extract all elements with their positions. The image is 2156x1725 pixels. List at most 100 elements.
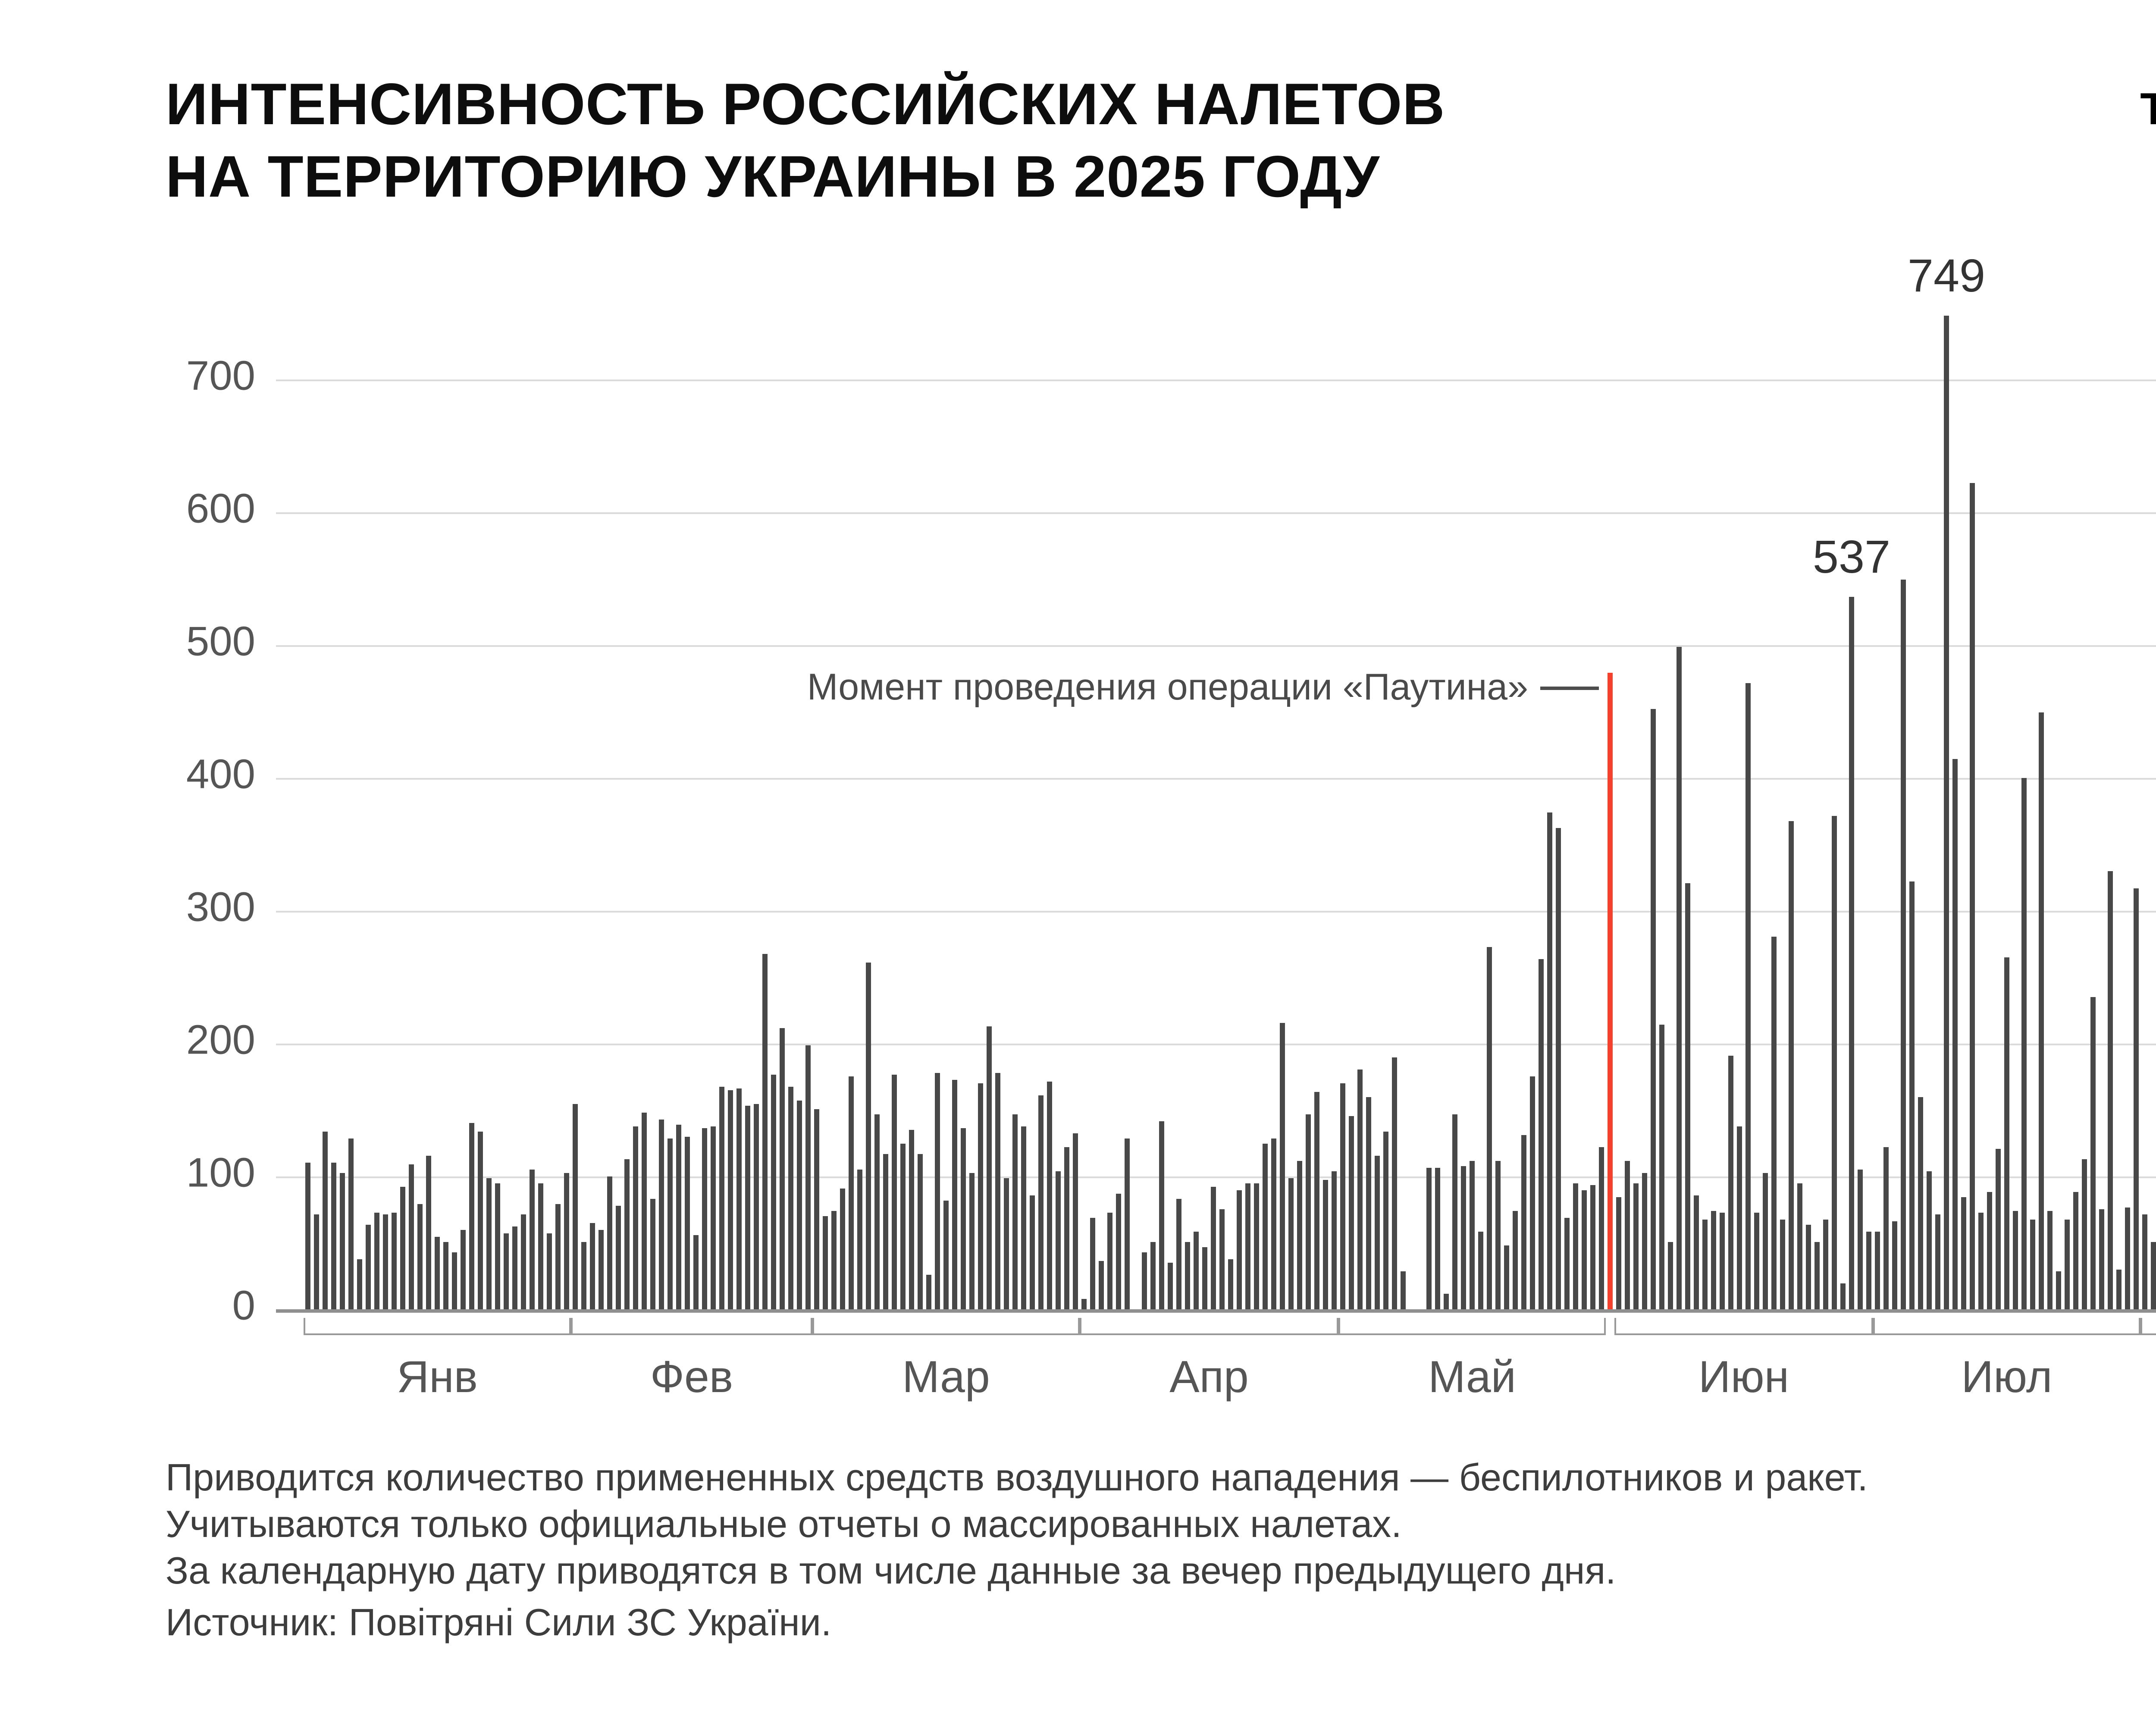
bar — [2073, 1192, 2079, 1309]
bar — [1883, 1147, 1889, 1309]
bar — [1012, 1115, 1018, 1309]
bar — [1469, 1161, 1475, 1309]
bar — [1279, 1023, 1285, 1309]
bar — [1633, 1184, 1639, 1309]
bar — [1857, 1170, 1863, 1309]
bar — [1952, 758, 1958, 1309]
bar — [486, 1179, 492, 1309]
bar — [1581, 1189, 1587, 1309]
bar — [503, 1233, 509, 1309]
bar — [495, 1182, 501, 1309]
bar — [572, 1103, 578, 1309]
bar — [1003, 1177, 1009, 1309]
y-tick-label: 400 — [186, 752, 255, 799]
bar — [598, 1229, 604, 1309]
source-note: Источник: Повітряні Сили ЗС України. — [166, 1601, 832, 1644]
bar — [805, 1046, 811, 1309]
bar — [1926, 1170, 1932, 1309]
bar — [676, 1124, 682, 1309]
bar — [650, 1198, 656, 1309]
bar — [1081, 1298, 1087, 1309]
bar — [1987, 1192, 1993, 1309]
bar — [1659, 1025, 1665, 1309]
bar — [995, 1073, 1001, 1309]
bar — [762, 954, 768, 1309]
bar — [339, 1173, 345, 1309]
bar — [624, 1159, 630, 1309]
bar — [2021, 778, 2027, 1309]
bar — [1693, 1196, 1699, 1309]
bar — [581, 1242, 587, 1309]
bar — [1098, 1261, 1104, 1309]
bar — [1245, 1184, 1251, 1309]
bar — [1805, 1225, 1811, 1309]
bar — [1736, 1127, 1742, 1309]
bar — [1797, 1184, 1803, 1309]
bar — [374, 1213, 380, 1309]
y-tick-label: 300 — [186, 884, 255, 932]
bar — [1253, 1184, 1260, 1309]
bar — [1305, 1113, 1311, 1309]
bar — [917, 1153, 923, 1309]
month-bracket — [1614, 1318, 1874, 1335]
bar — [1038, 1095, 1044, 1309]
bar — [684, 1136, 690, 1309]
bar — [1555, 827, 1561, 1309]
bar — [900, 1143, 906, 1309]
bar — [434, 1237, 440, 1309]
bar — [615, 1205, 621, 1309]
bar — [2133, 888, 2139, 1309]
bar — [1228, 1258, 1234, 1309]
bar — [365, 1225, 371, 1309]
bar — [1107, 1212, 1113, 1309]
bar — [546, 1233, 552, 1309]
bar — [1961, 1197, 1967, 1309]
bar — [1650, 709, 1656, 1309]
bar — [2099, 1209, 2105, 1309]
bar — [589, 1222, 595, 1309]
bar — [2150, 1241, 2156, 1309]
bar — [1021, 1126, 1027, 1309]
bar — [1331, 1170, 1337, 1309]
bar — [641, 1112, 647, 1309]
bar — [1642, 1173, 1648, 1309]
bar — [1210, 1187, 1216, 1309]
bar — [1667, 1241, 1673, 1309]
x-axis-line — [276, 1309, 2156, 1313]
bar — [840, 1188, 846, 1309]
bar — [1935, 1214, 1941, 1309]
bar — [1116, 1193, 1122, 1309]
bar — [1849, 596, 1855, 1309]
bar — [529, 1170, 535, 1309]
month-bracket — [1338, 1318, 1606, 1335]
bar — [658, 1119, 664, 1309]
bar — [727, 1090, 733, 1309]
bar — [2142, 1214, 2148, 1309]
bar — [1823, 1220, 1829, 1309]
bar — [1538, 960, 1544, 1309]
bar — [322, 1131, 328, 1309]
bar — [538, 1182, 544, 1309]
bar — [779, 1029, 785, 1309]
bar — [1322, 1180, 1329, 1309]
bar — [2107, 871, 2113, 1309]
bar — [1728, 1055, 1734, 1309]
bar — [2056, 1271, 2062, 1309]
bar — [1866, 1232, 1872, 1309]
bar — [667, 1139, 673, 1309]
operation-spiderweb-event-line — [1607, 672, 1614, 1309]
bar — [391, 1212, 397, 1309]
bar — [443, 1241, 449, 1309]
bar — [1460, 1167, 1467, 1309]
bar — [477, 1132, 483, 1309]
bar — [1512, 1211, 1518, 1309]
bar — [1202, 1246, 1208, 1309]
bar — [1478, 1232, 1484, 1309]
gridline — [276, 1176, 2156, 1178]
bar — [426, 1155, 432, 1309]
y-tick-label: 700 — [186, 354, 255, 401]
bar — [1943, 315, 1949, 1309]
bar — [417, 1204, 423, 1309]
footnotes: Приводится количество примененных средст… — [166, 1456, 1868, 1592]
month-bracket — [2140, 1318, 2156, 1335]
